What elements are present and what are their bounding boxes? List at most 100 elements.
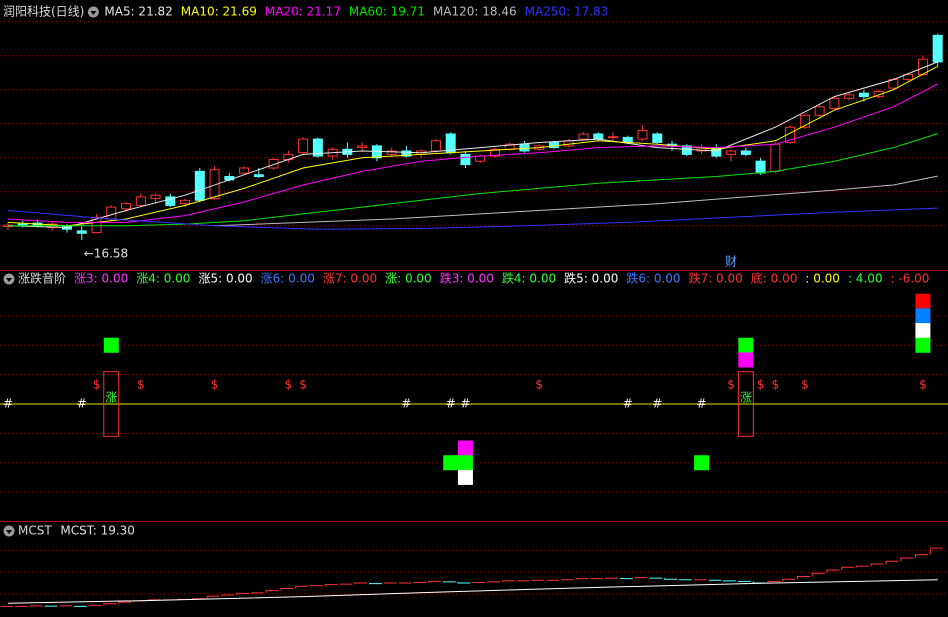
- dollar: $: [919, 377, 927, 391]
- legend-item: 涨5: 0.00: [198, 271, 252, 286]
- hash: #: [3, 397, 13, 411]
- signal-block: [443, 455, 459, 471]
- dollar: $: [801, 377, 809, 391]
- hash: #: [446, 397, 456, 411]
- signal-block: [738, 352, 754, 368]
- legend-item: 底: 0.00: [751, 271, 798, 286]
- cost-step: [855, 565, 869, 568]
- candle-body: [180, 199, 191, 205]
- candle-body: [209, 169, 220, 200]
- candle-body: [652, 133, 663, 143]
- candle-body: [770, 143, 781, 172]
- cost-step: [103, 603, 117, 606]
- legend-item: 跌4: 0.00: [502, 271, 556, 286]
- cost-step: [29, 605, 43, 607]
- hash: #: [401, 397, 411, 411]
- dollar: $: [285, 377, 293, 391]
- candle-body: [401, 150, 412, 157]
- cost-step: [605, 577, 619, 579]
- ma-line: [7, 579, 938, 604]
- signal-box: [737, 371, 754, 437]
- legend-item: MCST: 19.30: [60, 524, 135, 538]
- cost-step: [900, 557, 914, 562]
- cost-step: [678, 579, 692, 581]
- cost-step: [811, 572, 825, 577]
- candle-body: [224, 175, 235, 181]
- candle-body: [903, 73, 914, 81]
- ma-line: [7, 207, 938, 230]
- cost-step: [708, 579, 722, 581]
- candle-body: [268, 158, 279, 169]
- cost-step: [841, 566, 855, 570]
- ma-line: [7, 83, 938, 223]
- panel-title: 涨跌音阶: [18, 271, 66, 286]
- legend-item: MA20: 21.17: [265, 5, 341, 19]
- candle-body: [106, 206, 117, 220]
- cost-step: [383, 582, 397, 584]
- cost-step: [826, 569, 840, 574]
- signal-box: [103, 371, 120, 437]
- dollar: $: [727, 377, 735, 391]
- ma-line: [7, 61, 938, 229]
- hash: #: [460, 397, 470, 411]
- signal-block: [915, 323, 931, 339]
- cost-step: [487, 581, 500, 583]
- candle-body: [932, 34, 943, 63]
- candle-body: [799, 114, 810, 128]
- candle-body: [844, 94, 855, 99]
- candle-body: [578, 133, 589, 140]
- annotation: ←16.58: [84, 247, 128, 261]
- cost-step: [767, 580, 781, 584]
- ma-line: [7, 65, 938, 227]
- cost-step: [575, 578, 589, 580]
- legend-item: MA120: 18.46: [433, 5, 517, 19]
- candle-body: [135, 196, 146, 206]
- cost-step: [531, 579, 545, 581]
- cost-step: [428, 580, 441, 583]
- cost-step: [88, 604, 102, 607]
- cost-step: [929, 547, 943, 555]
- candle-body: [873, 90, 884, 98]
- cost-step: [236, 592, 250, 595]
- chart-title: 润阳科技(日线): [3, 5, 84, 19]
- cost-step: [796, 575, 810, 580]
- cost-step: [634, 577, 648, 579]
- cost-step: [782, 578, 796, 582]
- candle-body: [239, 167, 250, 174]
- legend-item: MA250: 17.83: [525, 5, 609, 19]
- dollar: $: [93, 377, 101, 391]
- rise-marks: 涨: [105, 390, 117, 405]
- candle-body: [637, 130, 648, 140]
- candle-body: [785, 126, 796, 143]
- legend-item: 涨6: 0.00: [261, 271, 315, 286]
- dollar: $: [757, 377, 765, 391]
- cost-step: [472, 581, 486, 584]
- dollar: $: [772, 377, 780, 391]
- cost-step: [265, 590, 279, 593]
- cost-step: [295, 585, 309, 589]
- candle-body: [593, 133, 604, 140]
- signal-block: [457, 455, 473, 471]
- cost-step: [664, 578, 678, 580]
- candle-body: [681, 145, 692, 155]
- cost-step: [649, 577, 663, 579]
- menu-icon[interactable]: [3, 525, 15, 537]
- legend-item: : -6.00: [891, 272, 930, 286]
- legend-item: MA5: 21.82: [104, 5, 172, 19]
- cost-step: [309, 585, 323, 587]
- legend-item: 涨: 0.00: [385, 271, 432, 286]
- annotation: 财: [725, 255, 737, 269]
- panel-title: MCST: [18, 524, 52, 538]
- candle-body: [298, 138, 309, 154]
- signal-block: [694, 455, 710, 471]
- candle-body: [519, 143, 530, 152]
- menu-icon[interactable]: [3, 273, 15, 285]
- menu-icon[interactable]: [87, 6, 99, 18]
- cost-step: [915, 554, 928, 558]
- candle-body: [755, 160, 766, 174]
- legend-item: 涨3: 0.00: [74, 271, 128, 286]
- legend-item: 跌5: 0.00: [564, 271, 618, 286]
- legend-item: : 0.00: [805, 272, 840, 286]
